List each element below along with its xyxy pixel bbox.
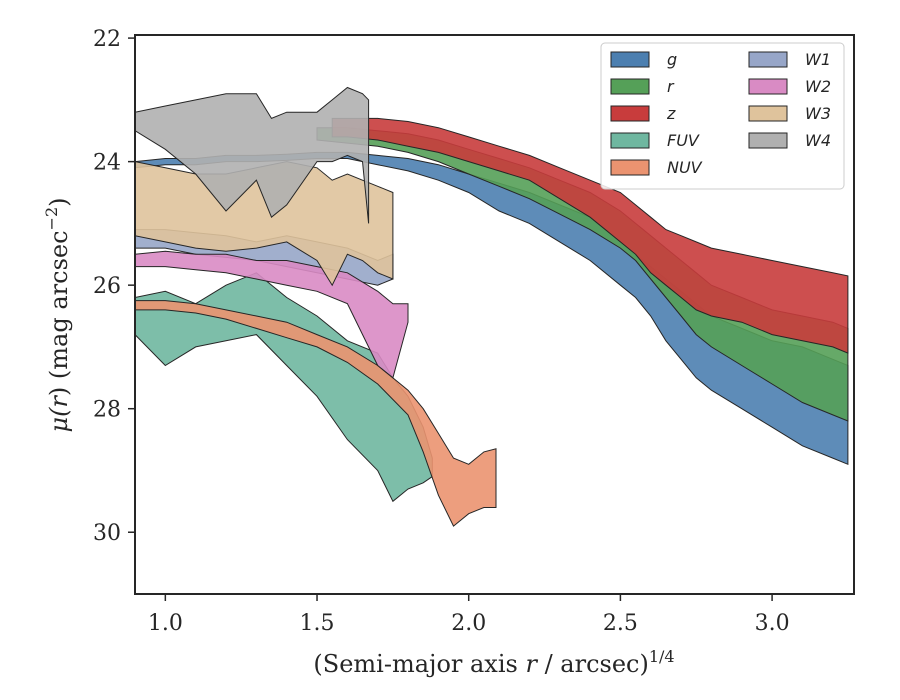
legend-swatch [610,105,650,122]
legend-entry-z: z [610,104,676,123]
legend-entry-r: r [610,77,675,96]
legend: grz FUV NUV W1 W2 W3 W4 [600,42,845,190]
band-nuv [135,300,497,527]
band-g [135,151,849,466]
legend-entry-w3: W3 [748,104,831,123]
legend-swatch [748,78,788,95]
y-axis: 22 24 26 28 30 [93,27,135,546]
x-tick-label: 1.5 [300,611,335,636]
legend-swatch [610,78,650,95]
y-tick-label: 24 [93,151,121,176]
legend-entry-nuv: NUV [610,158,703,177]
x-tick-label: 3.0 [755,611,790,636]
x-axis: 1.0 1.5 2.0 2.5 3.0 [148,594,790,636]
legend-swatch [610,132,650,149]
profile-bands [135,86,849,527]
legend-entry-w2: W2 [748,77,831,96]
x-tick-label: 2.5 [603,611,638,636]
y-tick-label: 30 [93,521,121,546]
y-axis-title: μ(r) (mag arcsec−2) [42,197,73,432]
legend-label: z [666,104,676,123]
legend-entry-g: g [610,50,677,69]
legend-entry-fuv: FUV [610,131,700,150]
legend-label: W2 [805,77,831,96]
legend-entry-w4: W4 [748,131,831,150]
legend-label: r [667,77,675,96]
x-tick-label: 1.0 [148,611,183,636]
legend-swatch [748,132,788,149]
legend-label: W4 [805,131,831,150]
band-z [331,117,849,354]
legend-label: NUV [667,158,703,177]
legend-swatch [610,51,650,68]
legend-swatch [748,105,788,122]
x-axis-title: (Semi-major axis r / arcsec)1/4 [313,647,674,678]
legend-label: FUV [667,131,700,150]
y-tick-label: 22 [93,27,121,52]
legend-swatch [748,51,788,68]
legend-label: W3 [805,104,831,123]
legend-entry-w1: W1 [748,50,831,69]
plot-frame [134,34,855,595]
legend-label: W1 [805,50,831,69]
x-tick-label: 2.0 [451,611,486,636]
band-w2 [135,250,409,379]
legend-swatch [610,159,650,176]
y-tick-label: 28 [93,398,121,423]
y-tick-label: 26 [93,274,121,299]
band-w4 [135,86,370,224]
legend-label: g [667,50,677,69]
